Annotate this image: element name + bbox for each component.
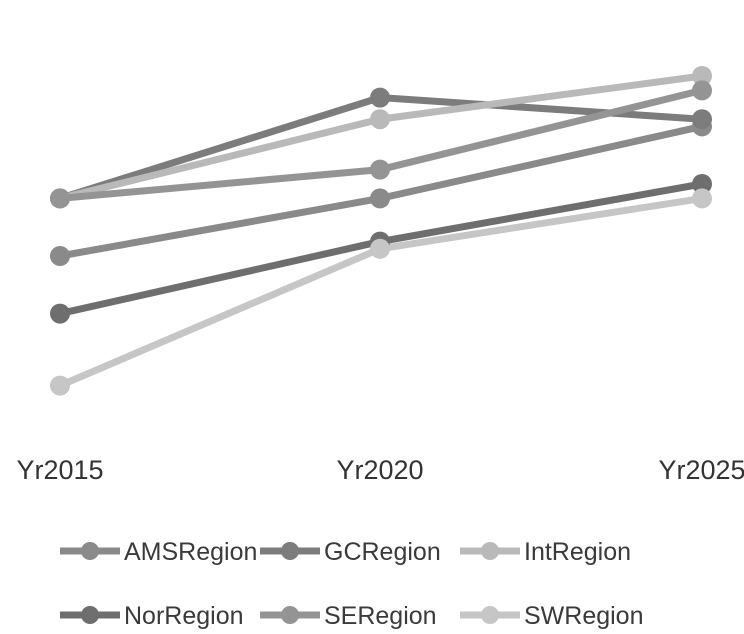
data-point-amsregion [50, 246, 70, 266]
data-point-intregion [692, 66, 712, 86]
legend-label: NorRegion [124, 602, 244, 630]
series-layer [50, 66, 712, 396]
data-point-norregion [692, 174, 712, 194]
data-point-seregion [50, 188, 70, 209]
data-point-norregion [50, 303, 70, 324]
x-tick-label: Yr2020 [336, 455, 423, 485]
legend: AMSRegion GCRegion IntRegion NorRegion [60, 538, 644, 630]
legend-item-gcregion: GCRegion [260, 538, 441, 566]
data-point-gcregion [692, 109, 712, 130]
legend-item-intregion: IntRegion [460, 538, 631, 566]
legend-item-amsregion: AMSRegion [60, 538, 257, 566]
legend-label: SWRegion [524, 602, 644, 630]
data-point-seregion [692, 80, 712, 101]
legend-item-seregion: SERegion [260, 602, 437, 630]
legend-label: SERegion [324, 602, 437, 630]
data-point-swregion [370, 238, 390, 259]
x-tick-label: Yr2015 [16, 455, 103, 485]
data-point-seregion [370, 159, 390, 180]
data-point-intregion [370, 109, 390, 130]
data-point-amsregion [370, 188, 390, 209]
x-axis: Yr2015 Yr2020 Yr2025 [16, 455, 744, 485]
legend-label: IntRegion [524, 538, 631, 566]
x-tick-label: Yr2025 [658, 455, 744, 485]
legend-label: AMSRegion [124, 538, 257, 566]
legend-item-swregion: SWRegion [460, 602, 644, 630]
data-point-swregion [692, 188, 712, 209]
data-point-swregion [50, 375, 70, 396]
legend-item-norregion: NorRegion [60, 602, 244, 630]
legend-label: GCRegion [324, 538, 441, 566]
data-point-gcregion [370, 87, 390, 108]
